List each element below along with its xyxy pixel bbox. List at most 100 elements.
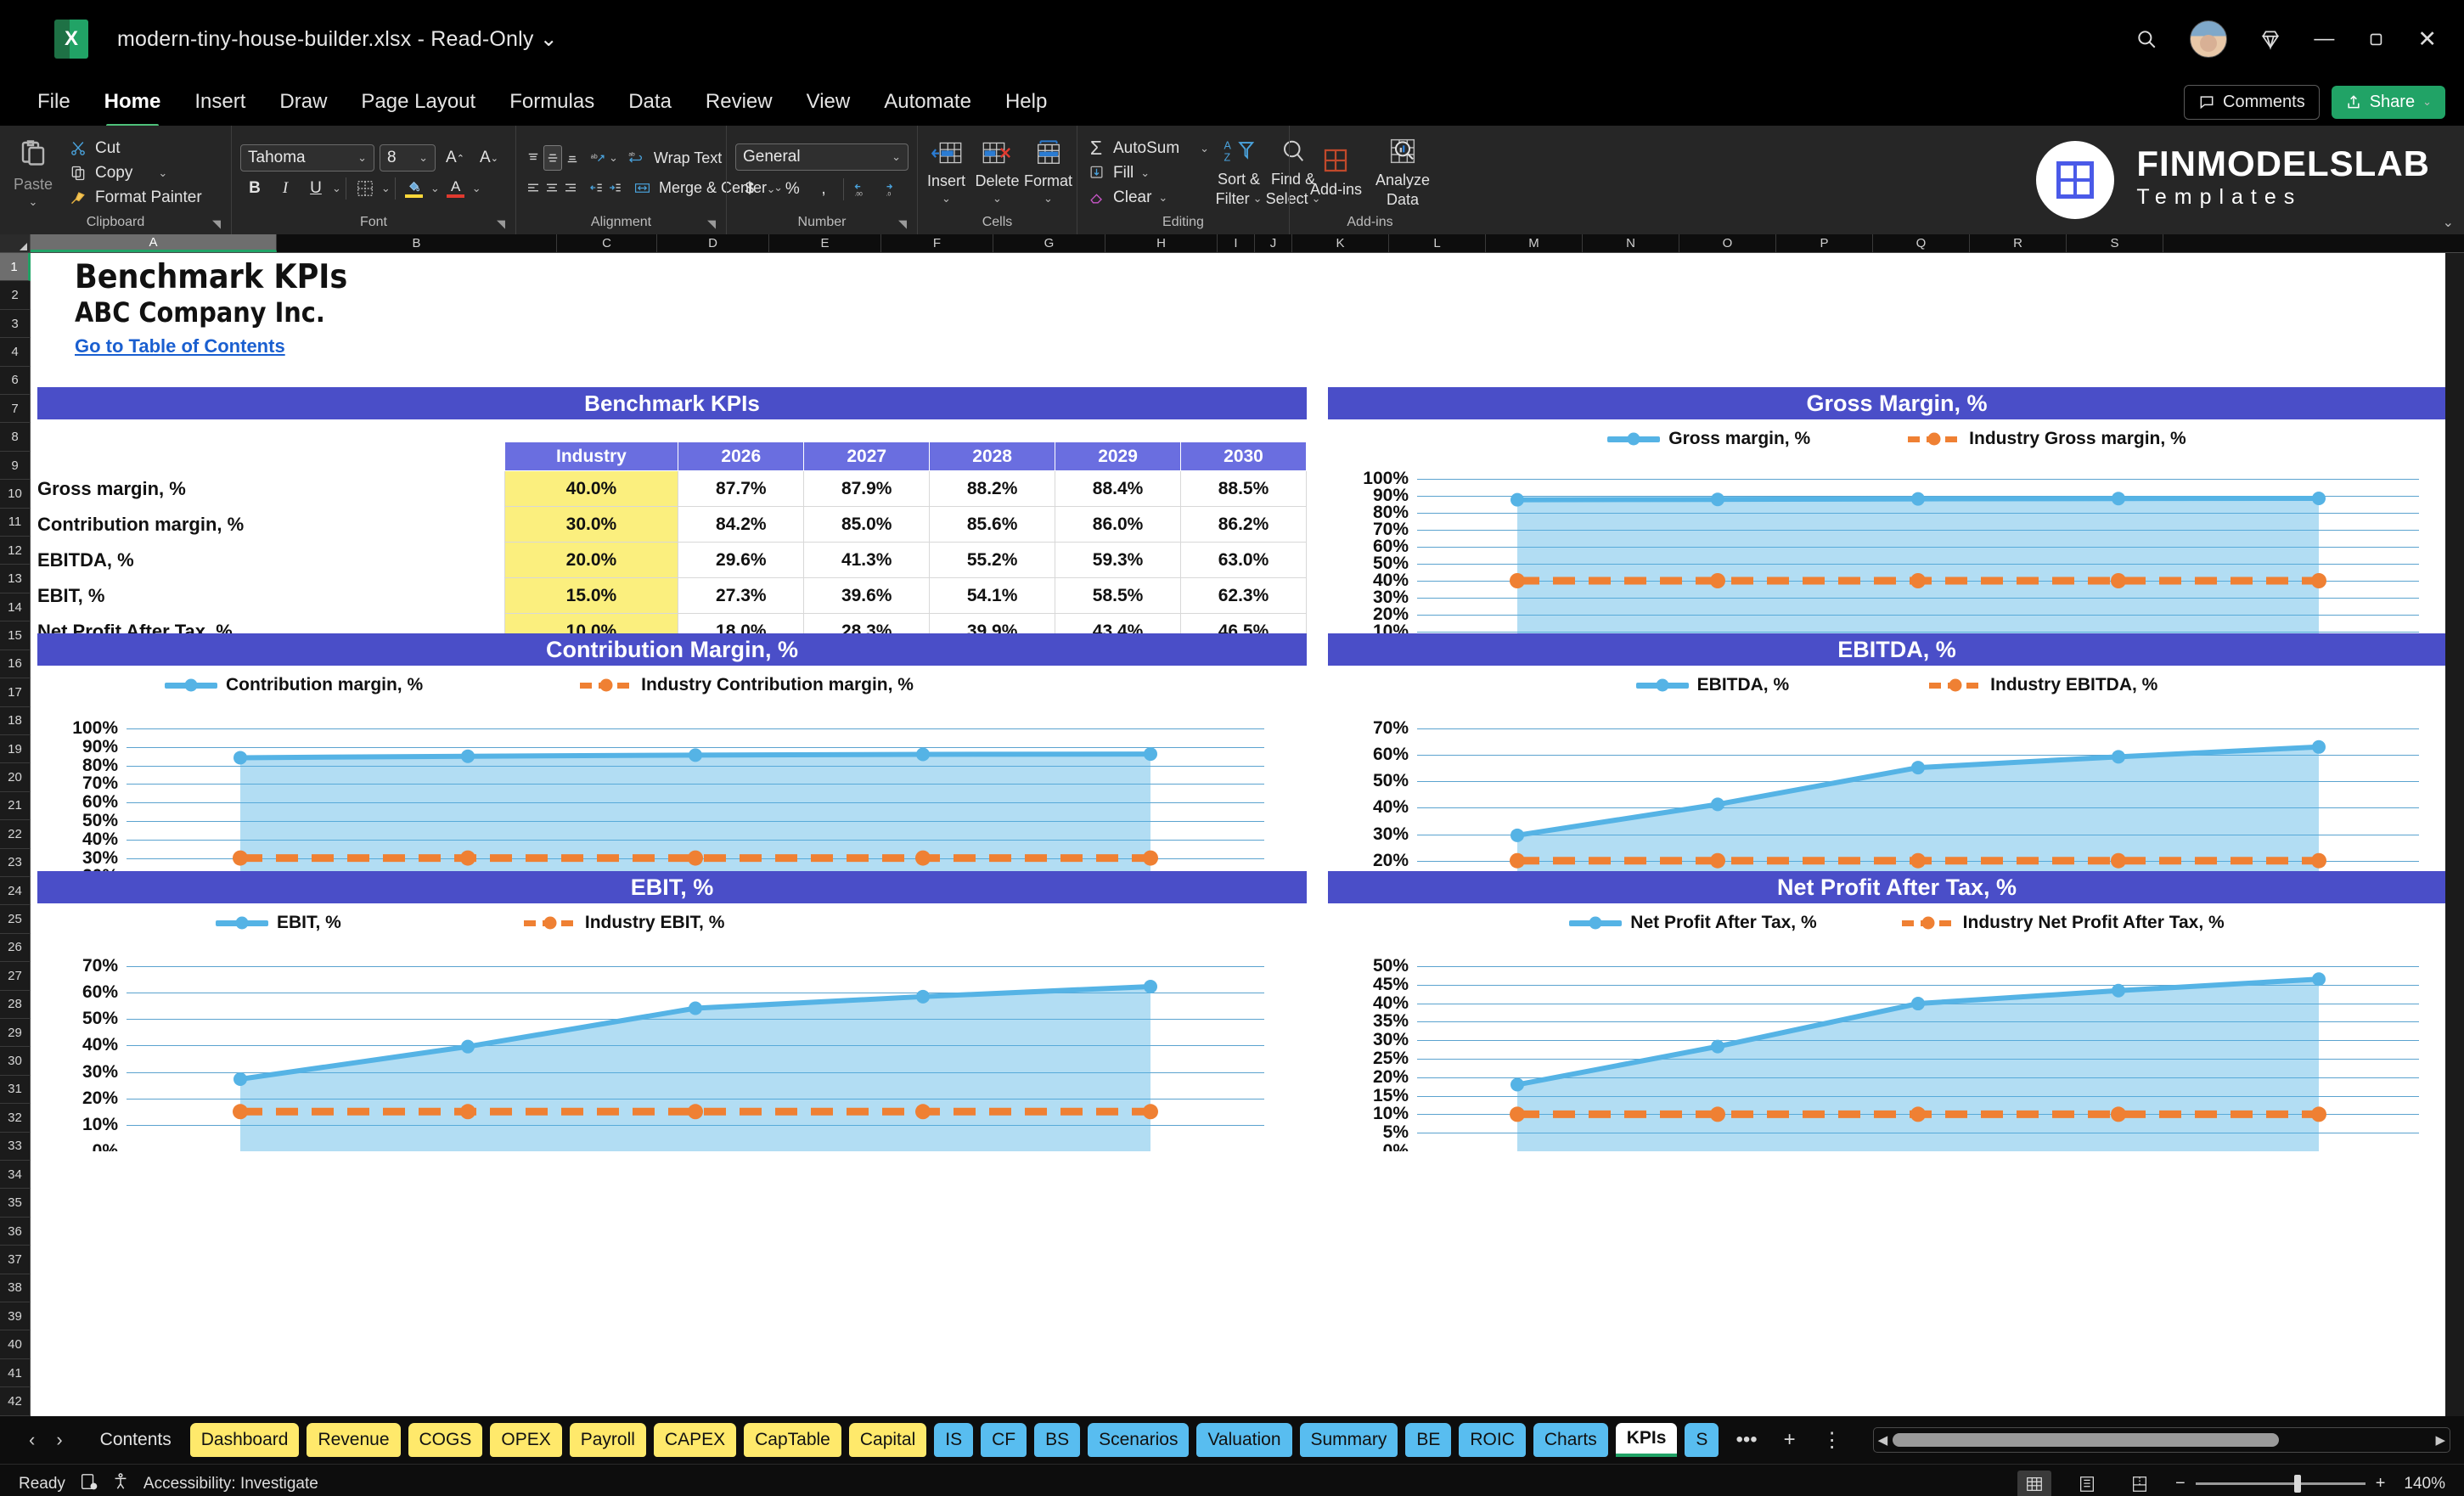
kpi-industry-value[interactable]: 20.0% — [503, 542, 679, 578]
sheet-tab-bs[interactable]: BS — [1034, 1423, 1081, 1457]
wrap-text-button[interactable]: ab Wrap Text — [627, 148, 723, 168]
kpi-year-value[interactable]: 88.2% — [929, 470, 1056, 507]
insert-chevron-down-icon[interactable]: ⌄ — [942, 192, 951, 205]
column-header-g[interactable]: G — [993, 234, 1105, 252]
kpi-year-value[interactable]: 88.5% — [1180, 470, 1307, 507]
paste-button[interactable]: Paste ⌄ — [8, 137, 58, 209]
format-chevron-down-icon[interactable]: ⌄ — [1044, 192, 1053, 205]
font-color-chevron-down-icon[interactable]: ⌄ — [471, 182, 481, 194]
column-header-f[interactable]: F — [881, 234, 993, 252]
legend-item-industry[interactable]: Industry Net Profit After Tax, % — [1901, 913, 2225, 933]
alignment-dialog-launcher-icon[interactable]: ◥ — [707, 217, 716, 230]
column-header-r[interactable]: R — [1970, 234, 2067, 252]
row-header-10[interactable]: 10 — [0, 480, 31, 509]
bold-button[interactable]: B — [249, 179, 261, 197]
row-header-30[interactable]: 30 — [0, 1047, 31, 1076]
fill-button[interactable]: Fill ⌄ — [1086, 163, 1209, 183]
row-header-12[interactable]: 12 — [0, 537, 31, 565]
cut-button[interactable]: Cut — [68, 138, 202, 159]
maximize-button[interactable] — [2366, 30, 2385, 48]
number-format-chevron-down-icon[interactable]: ⌄ — [892, 150, 901, 163]
ribbon-tab-page-layout[interactable]: Page Layout — [361, 90, 476, 113]
row-header-9[interactable]: 9 — [0, 451, 31, 481]
row-header-11[interactable]: 11 — [0, 508, 31, 537]
merge-chevron-down-icon[interactable]: ⌄ — [774, 181, 783, 194]
format-cells-button[interactable]: Format ⌄ — [1024, 140, 1073, 205]
kpi-year-value[interactable]: 88.4% — [1055, 470, 1182, 507]
text-orientation-button[interactable]: ab — [589, 145, 607, 171]
sheet-tab-roic[interactable]: ROIC — [1459, 1423, 1526, 1457]
row-header-20[interactable]: 20 — [0, 763, 31, 792]
ribbon-tab-data[interactable]: Data — [628, 90, 672, 113]
zoom-slider[interactable]: − + — [2175, 1474, 2385, 1493]
legend-item-industry[interactable]: Industry Gross margin, % — [1908, 429, 2186, 449]
macro-record-icon[interactable] — [79, 1472, 98, 1496]
align-center-button[interactable] — [543, 175, 560, 200]
row-header-24[interactable]: 24 — [0, 876, 31, 906]
row-header-17[interactable]: 17 — [0, 678, 31, 707]
underline-chevron-down-icon[interactable]: ⌄ — [332, 182, 341, 194]
column-header-i[interactable]: I — [1218, 234, 1255, 252]
row-header-34[interactable]: 34 — [0, 1161, 31, 1189]
column-header-h[interactable]: H — [1105, 234, 1218, 252]
align-right-button[interactable] — [562, 175, 579, 200]
more-sheets-button[interactable]: ••• — [1735, 1428, 1758, 1451]
font-dialog-launcher-icon[interactable]: ◥ — [497, 217, 505, 230]
sheet-tab-be[interactable]: BE — [1405, 1423, 1452, 1457]
kpi-year-value[interactable]: 29.6% — [678, 542, 805, 578]
column-header-b[interactable]: B — [277, 234, 557, 252]
sheet-tab-s[interactable]: S — [1685, 1423, 1719, 1457]
kpi-year-value[interactable]: 55.2% — [929, 542, 1056, 578]
copy-chevron-down-icon[interactable]: ⌄ — [158, 166, 168, 179]
ribbon-tab-insert[interactable]: Insert — [194, 90, 246, 113]
table-of-contents-link[interactable]: Go to Table of Contents — [75, 335, 285, 357]
column-header-s[interactable]: S — [2067, 234, 2163, 252]
user-avatar[interactable] — [2190, 20, 2228, 58]
page-break-preview-button[interactable] — [2123, 1471, 2157, 1496]
paste-chevron-down-icon[interactable]: ⌄ — [28, 195, 38, 208]
accessibility-status[interactable]: Accessibility: Investigate — [143, 1474, 318, 1493]
orientation-chevron-down-icon[interactable]: ⌄ — [609, 151, 618, 164]
horizontal-scroll-thumb[interactable] — [1893, 1433, 2279, 1447]
zoom-level-label[interactable]: 140% — [2404, 1474, 2445, 1493]
row-header-39[interactable]: 39 — [0, 1302, 31, 1331]
borders-button[interactable] — [351, 176, 380, 201]
share-chevron-down-icon[interactable]: ⌄ — [2422, 95, 2432, 108]
column-header-k[interactable]: K — [1292, 234, 1389, 252]
row-header-41[interactable]: 41 — [0, 1358, 31, 1388]
scroll-left-icon[interactable]: ◀ — [1877, 1433, 1888, 1448]
kpi-year-value[interactable]: 39.6% — [803, 577, 931, 614]
horizontal-scrollbar[interactable]: ◀ ▶ — [1872, 1427, 2450, 1453]
row-header-2[interactable]: 2 — [0, 281, 31, 310]
row-header-6[interactable]: 6 — [0, 366, 31, 396]
align-left-button[interactable] — [525, 175, 542, 200]
vertical-scrollbar[interactable] — [2445, 253, 2464, 1416]
kpi-year-value[interactable]: 85.6% — [929, 506, 1056, 543]
fill-color-chevron-down-icon[interactable]: ⌄ — [430, 182, 440, 194]
ribbon-tab-formulas[interactable]: Formulas — [509, 90, 595, 113]
delete-cells-button[interactable]: Delete ⌄ — [973, 140, 1022, 205]
zoom-track[interactable] — [2195, 1475, 2366, 1493]
insert-cells-button[interactable]: Insert ⌄ — [922, 140, 971, 205]
row-header-27[interactable]: 27 — [0, 962, 31, 991]
autosum-chevron-down-icon[interactable]: ⌄ — [1200, 141, 1210, 155]
legend-item-series[interactable]: EBIT, % — [216, 913, 341, 933]
kpi-year-value[interactable]: 54.1% — [929, 577, 1056, 614]
decrease-font-size-button[interactable]: A ⌄ — [480, 149, 498, 166]
column-header-e[interactable]: E — [769, 234, 881, 252]
prev-sheet-button[interactable]: ‹ — [29, 1429, 36, 1450]
column-header-n[interactable]: N — [1583, 234, 1679, 252]
share-button[interactable]: Share ⌄ — [2331, 85, 2445, 119]
ribbon-tab-help[interactable]: Help — [1004, 90, 1048, 113]
page-layout-view-button[interactable] — [2070, 1471, 2104, 1496]
fill-chevron-down-icon[interactable]: ⌄ — [1140, 166, 1150, 179]
kpi-year-value[interactable]: 41.3% — [803, 542, 931, 578]
kpi-year-value[interactable]: 86.2% — [1180, 506, 1307, 543]
kpi-year-value[interactable]: 85.0% — [803, 506, 931, 543]
font-size-chevron-down-icon[interactable]: ⌄ — [419, 151, 428, 164]
scroll-right-icon[interactable]: ▶ — [2435, 1433, 2445, 1448]
row-header-3[interactable]: 3 — [0, 309, 31, 339]
row-header-31[interactable]: 31 — [0, 1075, 31, 1105]
sheet-tab-cogs[interactable]: COGS — [408, 1423, 483, 1457]
close-button[interactable]: ✕ — [2417, 25, 2437, 52]
